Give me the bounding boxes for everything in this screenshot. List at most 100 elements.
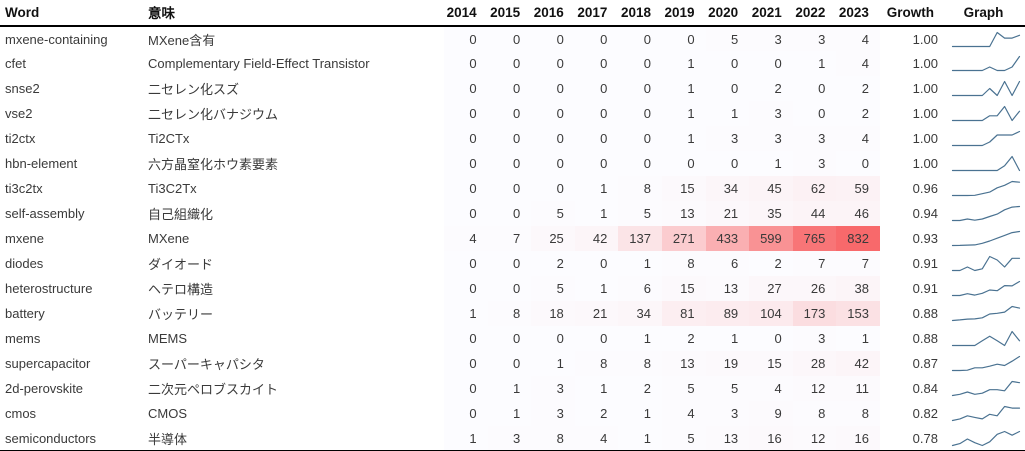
growth-cell: 0.78	[879, 426, 942, 451]
year-value-cell: 3	[792, 326, 837, 351]
trend-sparkline	[951, 31, 1021, 47]
year-value-cell: 27	[749, 276, 793, 301]
year-value-cell: 2	[574, 401, 619, 426]
year-value-cell: 271	[661, 226, 706, 251]
year-value-cell: 2	[661, 326, 706, 351]
year-value-cell: 0	[444, 26, 488, 51]
year-value-cell: 8	[792, 401, 837, 426]
table-row: ti2ctx Ti2CTx 0 0 0 0 0 1 3 3 3 4 1.00	[0, 126, 1025, 151]
year-value-cell: 0	[531, 101, 575, 126]
col-word: Word	[0, 0, 148, 27]
year-value-cell: 0	[444, 251, 488, 276]
trend-sparkline	[951, 255, 1021, 272]
growth-cell: 0.94	[912, 206, 938, 221]
word-cell: supercapacitor	[5, 356, 91, 371]
year-value-cell: 34	[705, 176, 750, 201]
year-value-cell: 0	[444, 176, 488, 201]
graph-cell	[942, 201, 1025, 226]
word-cell: snse2	[5, 81, 40, 96]
growth-cell: 1.00	[912, 31, 938, 47]
year-value-cell: 6	[618, 276, 662, 301]
growth-cell: 0.96	[912, 181, 938, 196]
year-value-cell: 26	[792, 276, 837, 301]
col-year-2014: 2014	[444, 0, 488, 27]
year-value-cell: 8	[531, 426, 575, 451]
year-value-cell: 0	[618, 126, 662, 151]
year-value-cell: 1	[705, 101, 750, 126]
year-value-cell: 3	[487, 426, 532, 451]
year-value-cell: 3	[749, 101, 793, 126]
word-cell: cfet	[5, 56, 26, 71]
year-value-cell: 0	[444, 151, 488, 176]
year-value-cell: 0	[574, 251, 619, 276]
year-value-cell: 0	[792, 76, 837, 101]
year-value-cell: 0	[487, 276, 532, 301]
year-value-cell: 173	[792, 301, 837, 326]
year-value-cell: 1	[574, 276, 619, 301]
year-value-cell: 21	[705, 201, 750, 226]
year-value-cell: 21	[574, 301, 619, 326]
trend-sparkline	[951, 380, 1021, 397]
graph-cell	[942, 26, 1025, 51]
growth-cell: 1.00	[912, 131, 938, 146]
year-value-cell: 0	[531, 76, 575, 101]
trend-sparkline	[951, 105, 1021, 122]
word-cell: mxene	[5, 231, 45, 246]
year-value-cell: 0	[618, 51, 662, 76]
year-value-cell: 89	[705, 301, 750, 326]
year-value-cell: 0	[444, 276, 488, 301]
year-value-cell: 1	[749, 151, 793, 176]
graph-cell	[942, 51, 1025, 76]
col-year-2020: 2020	[705, 0, 750, 27]
year-value-cell: 2	[618, 376, 662, 401]
year-value-cell: 0	[574, 26, 619, 51]
col-graph: Graph	[941, 0, 1025, 27]
meaning-cell: 二セレン化バナジウム	[148, 107, 279, 122]
year-value-cell: 3	[792, 26, 837, 51]
year-value-cell: 25	[531, 226, 575, 251]
year-value-cell: 1	[661, 51, 706, 76]
year-value-cell: 16	[836, 426, 880, 451]
year-value-cell: 1	[618, 251, 662, 276]
graph-cell	[941, 426, 1025, 451]
year-value-cell: 8	[574, 351, 619, 376]
year-value-cell: 0	[487, 26, 532, 51]
year-value-cell: 0	[661, 151, 706, 176]
col-growth: Growth	[879, 0, 942, 27]
year-value-cell: 0	[705, 51, 750, 76]
year-value-cell: 1	[574, 376, 619, 401]
year-value-cell: 1	[531, 351, 575, 376]
year-value-cell: 5	[661, 376, 706, 401]
year-value-cell: 0	[487, 326, 532, 351]
word-cell: ti3c2tx	[5, 181, 43, 196]
growth-cell: 1.00	[912, 106, 938, 121]
year-value-cell: 0	[618, 101, 662, 126]
word-cell: mxene-containing	[5, 31, 108, 47]
meaning-cell: MXene	[148, 231, 190, 246]
meaning-cell: 二セレン化スズ	[148, 82, 240, 97]
year-value-cell: 8	[618, 176, 662, 201]
col-year-2015: 2015	[487, 0, 532, 27]
year-value-cell: 4	[661, 401, 706, 426]
table-row: cmos CMOS 0 1 3 2 1 4 3 9 8 8 0.82	[0, 401, 1025, 426]
year-value-cell: 9	[749, 401, 793, 426]
table-body: mxene-containing MXene含有 0 0 0 0 0 0 5 3 3 4 1.00 cfe…	[0, 26, 1025, 451]
year-value-cell: 8	[487, 301, 532, 326]
year-value-cell: 0	[749, 326, 793, 351]
meaning-cell: 二次元ペロブスカイト	[148, 382, 279, 397]
growth-cell: 0.93	[912, 231, 938, 246]
meaning-cell: CMOS	[148, 406, 187, 421]
graph-cell	[942, 151, 1025, 176]
col-year-2023: 2023	[836, 0, 880, 27]
year-value-cell: 0	[531, 126, 575, 151]
year-value-cell: 0	[444, 201, 488, 226]
year-value-cell: 35	[749, 201, 793, 226]
year-value-cell: 0	[444, 51, 488, 76]
year-value-cell: 13	[705, 426, 750, 451]
year-value-cell: 0	[661, 26, 706, 51]
graph-cell	[942, 76, 1025, 101]
year-value-cell: 0	[705, 151, 750, 176]
year-value-cell: 1	[661, 101, 706, 126]
year-value-cell: 0	[487, 176, 532, 201]
meaning-cell: ヘテロ構造	[148, 282, 214, 297]
